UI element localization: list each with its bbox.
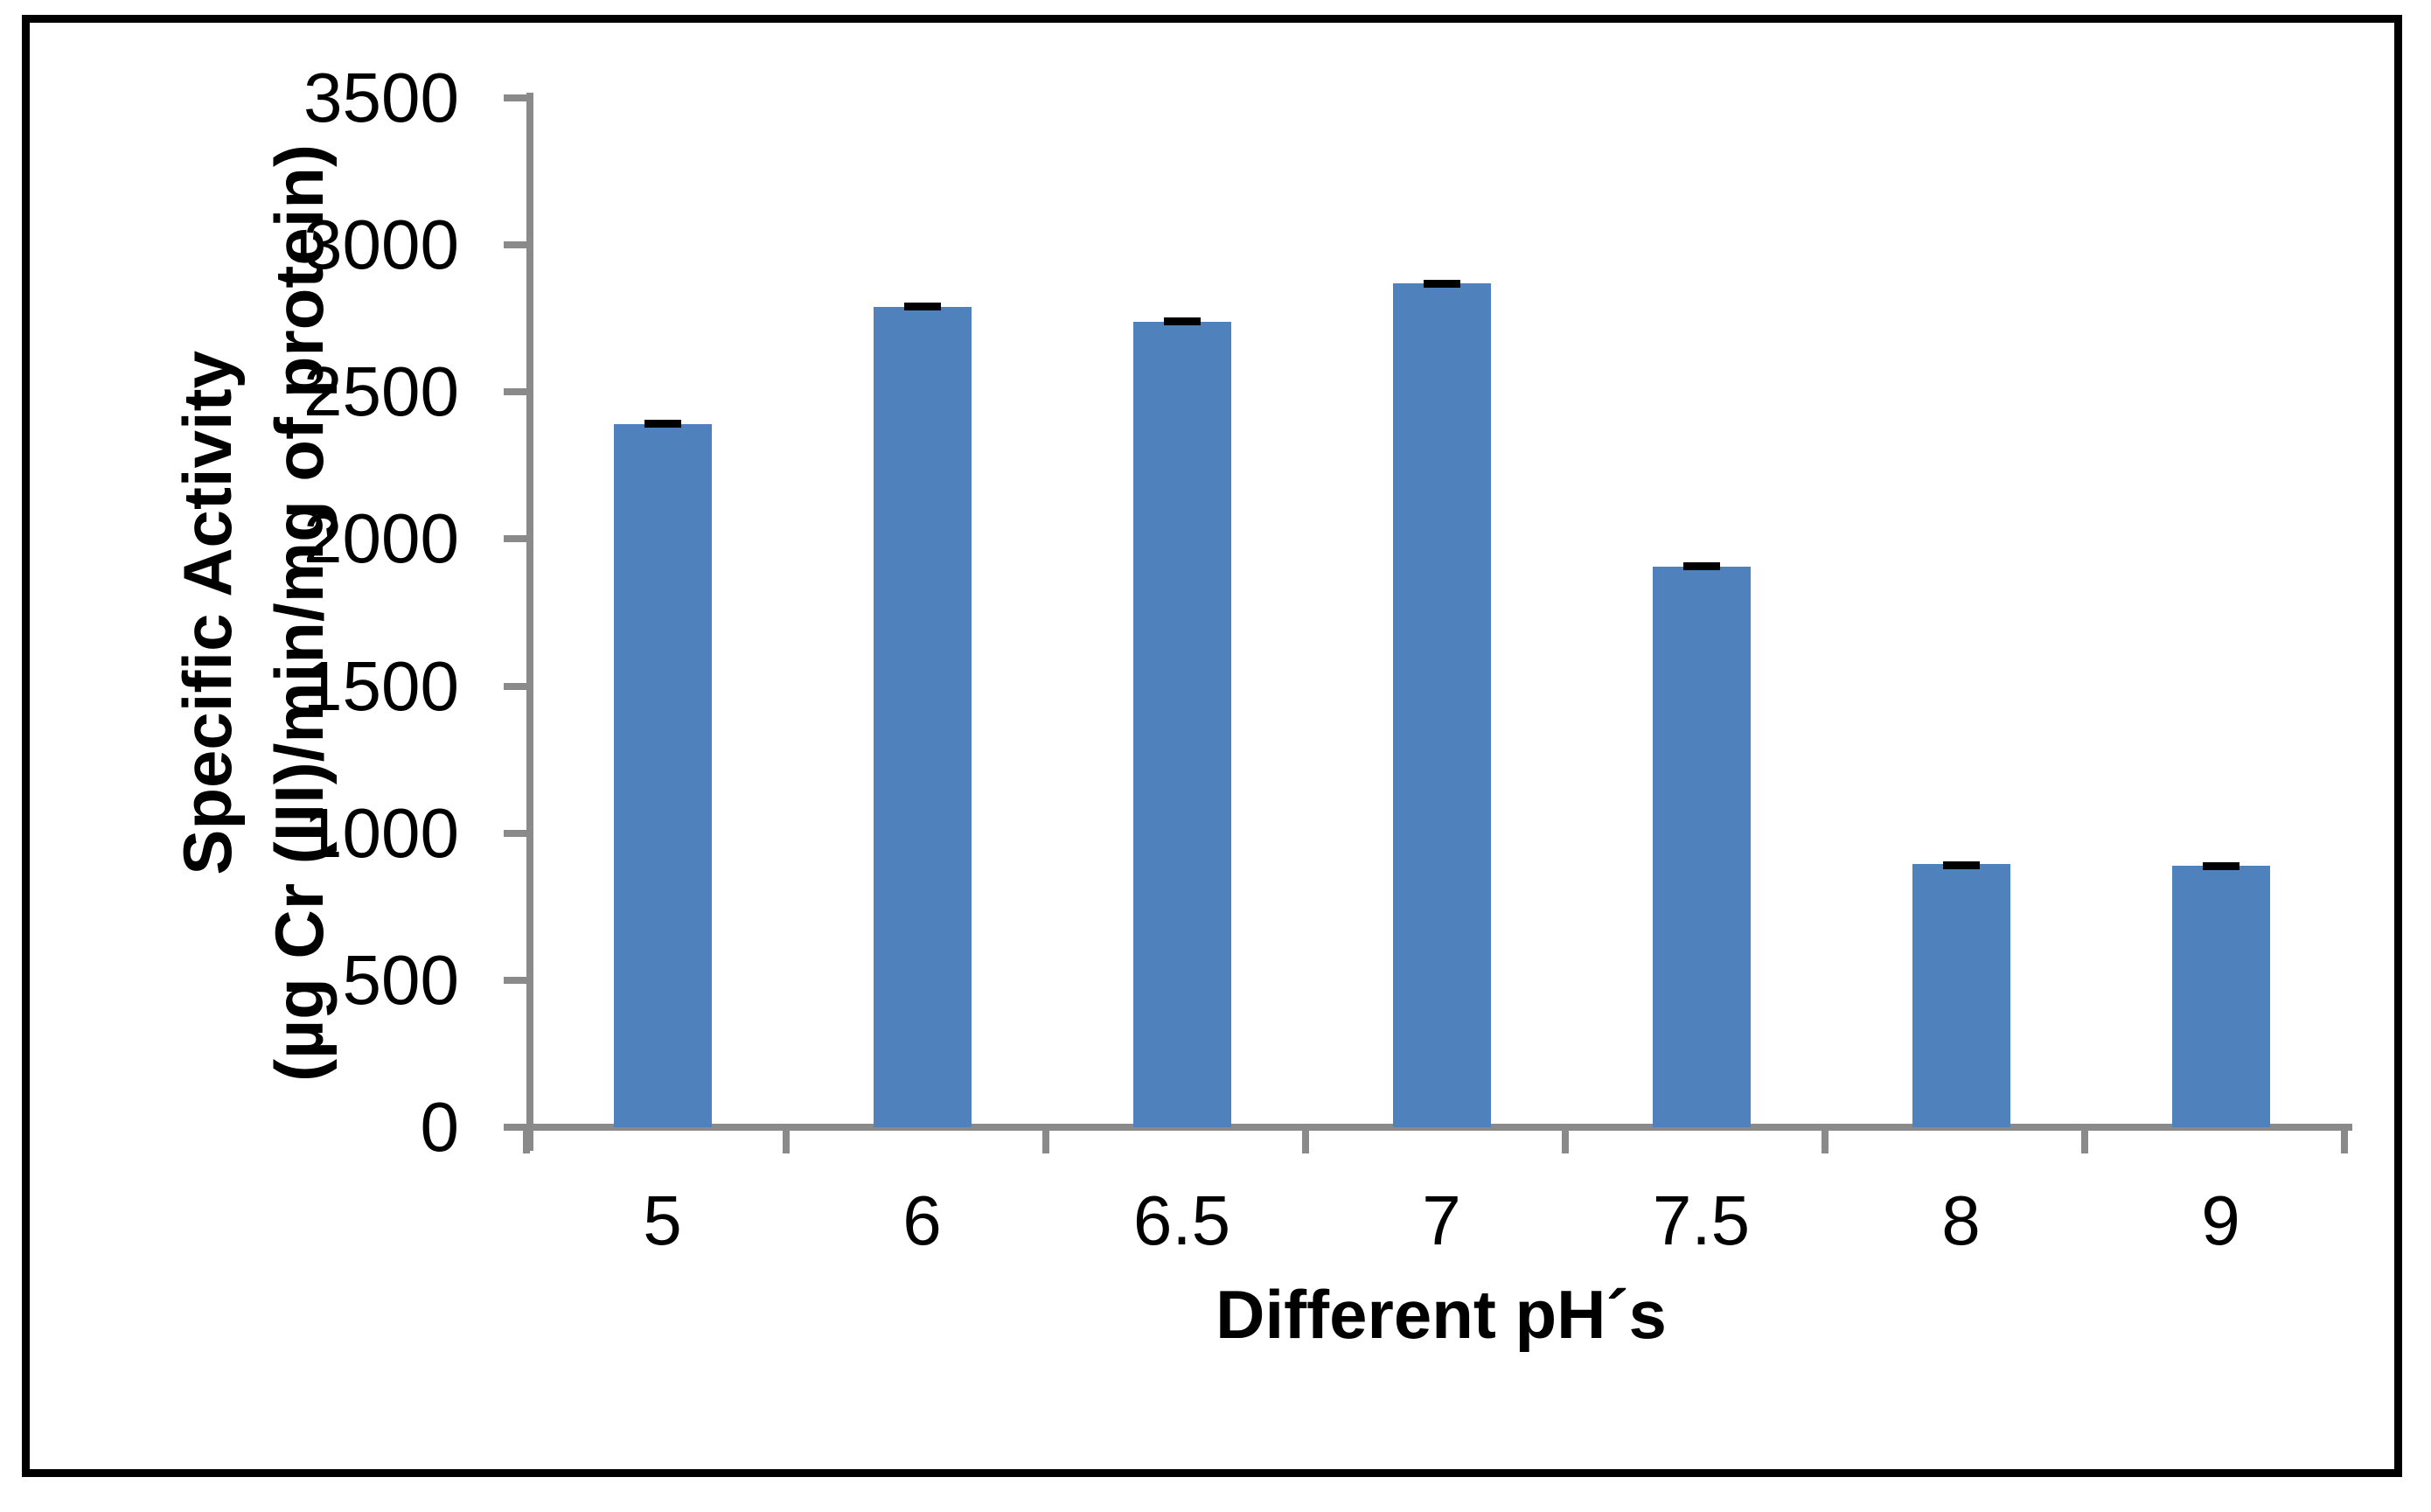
y-tick-label-3000: 3000: [303, 206, 459, 284]
bar-ph-7: [1392, 282, 1491, 1127]
x-tick: [1562, 1131, 1569, 1153]
y-tick: [504, 829, 526, 837]
x-tick-label-9: 9: [2201, 1181, 2240, 1259]
x-tick-label-6: 6: [902, 1181, 942, 1259]
x-axis-line: [504, 1124, 2352, 1131]
x-tick: [2341, 1131, 2348, 1153]
error-bar-ph-6: [903, 302, 941, 310]
bar-ph-8: [1912, 864, 2010, 1127]
x-tick-label-7.5: 7.5: [1652, 1181, 1751, 1259]
x-tick: [1302, 1131, 1309, 1153]
error-bar-ph-7.5: [1682, 562, 1720, 571]
y-tick: [504, 976, 526, 984]
y-tick-label-2500: 2500: [303, 352, 459, 431]
x-tick-label-8: 8: [1941, 1181, 1981, 1259]
y-tick-label-3500: 3500: [303, 59, 459, 136]
figure-border: [22, 15, 2402, 1477]
y-tick: [504, 535, 526, 543]
bar-ph-6.5: [1132, 321, 1231, 1127]
x-axis-title: Different pH´s: [1216, 1276, 1667, 1353]
y-tick: [504, 682, 526, 690]
y-tick: [504, 388, 526, 396]
x-tick-label-7: 7: [1422, 1181, 1461, 1259]
y-tick: [504, 241, 526, 249]
x-tick: [1042, 1131, 1049, 1153]
x-tick: [1822, 1131, 1828, 1153]
bar-ph-5: [613, 424, 712, 1127]
y-tick-label-1500: 1500: [303, 646, 459, 725]
x-tick-label-6.5: 6.5: [1132, 1181, 1231, 1259]
error-bar-ph-7: [1423, 280, 1460, 289]
y-tick-label-2000: 2000: [303, 499, 459, 578]
y-tick: [504, 94, 526, 101]
bar-ph-6: [873, 306, 972, 1127]
error-bar-ph-9: [2202, 862, 2239, 871]
x-tick-label-5: 5: [643, 1181, 682, 1259]
x-tick: [523, 1131, 530, 1153]
y-tick: [504, 1124, 526, 1131]
bar-ph-7.5: [1652, 567, 1751, 1127]
error-bar-ph-6.5: [1163, 317, 1201, 325]
y-axis-line: [526, 93, 533, 1151]
y-tick-label-500: 500: [342, 940, 459, 1019]
error-bar-ph-5: [644, 420, 681, 429]
y-tick-label-0: 0: [420, 1088, 460, 1166]
y-tick-label-1000: 1000: [303, 793, 459, 872]
x-tick: [783, 1131, 790, 1153]
error-bar-ph-8: [1942, 861, 1980, 869]
x-tick: [2081, 1131, 2088, 1153]
bar-ph-9: [2171, 865, 2270, 1127]
